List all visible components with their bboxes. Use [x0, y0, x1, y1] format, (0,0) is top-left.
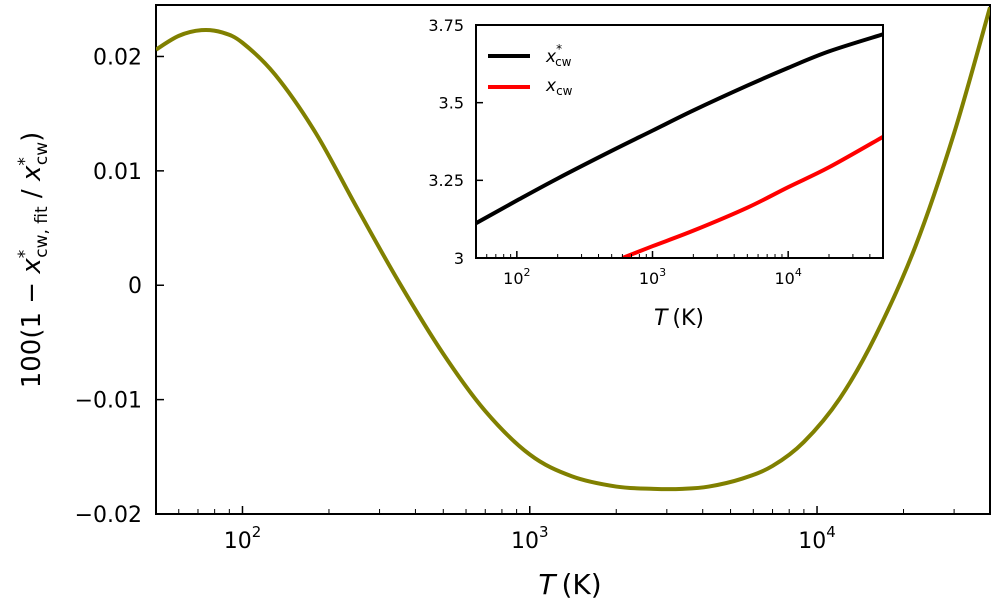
- legend-var-2: x: [545, 76, 557, 96]
- ylabel-sub2: cw: [32, 142, 52, 165]
- inset-x-tick-label-0: 102: [503, 266, 530, 288]
- ylabel-open: (1 −: [17, 274, 47, 339]
- legend-label-xcw-star: x* cw: [545, 42, 572, 69]
- main-x-tick-label-1: 103: [511, 523, 549, 554]
- main-series-line-0: [156, 6, 990, 492]
- ylabel-var1: x: [17, 258, 47, 275]
- main-x-ticks: 102 103 104: [178, 506, 955, 554]
- inset-legend: x* cw xcw: [488, 42, 573, 98]
- main-y-tick-label-2: 0: [128, 274, 142, 299]
- ylabel-prefix: 100: [17, 339, 47, 389]
- main-plot-frame: [155, 4, 991, 515]
- ylabel-mid: /: [17, 181, 47, 206]
- inset-background: [476, 25, 883, 258]
- main-x-axis-var: T: [538, 568, 557, 601]
- inset-x-axis-var: T: [654, 306, 669, 331]
- main-y-tick-label-1: 0.01: [93, 160, 142, 185]
- inset-x-tick-label-1: 103: [639, 266, 666, 288]
- legend-var-1: x: [545, 47, 557, 67]
- main-y-tick-label-4: −0.02: [75, 503, 142, 528]
- legend-label-xcw: xcw: [545, 76, 573, 98]
- legend-sub-2: cw: [556, 84, 573, 98]
- main-y-axis-title: 100(1 − x*cw, fit / x*cw): [15, 132, 52, 389]
- inset-y-tick-label-0: 3.75: [428, 16, 464, 35]
- inset-y-tick-label-2: 3.25: [428, 171, 464, 190]
- inset-series-group: [476, 32, 883, 258]
- main-series-group: [156, 6, 990, 492]
- inset-y-tick-label-1: 3.5: [439, 93, 464, 112]
- inset-y-ticks: 3.75 3.5 3.25 3: [428, 16, 483, 268]
- main-y-tick-label-0: 0.02: [93, 45, 142, 70]
- inset-x-axis-title: T (K): [654, 306, 704, 331]
- inset-x-tick-label-2: 104: [774, 266, 801, 288]
- legend-sub-1: cw: [555, 55, 572, 69]
- legend-sup-1: *: [556, 42, 562, 56]
- inset-series-line-1: [621, 135, 883, 258]
- inset-series-line-0: [476, 32, 883, 225]
- ylabel-sup2: *: [15, 157, 35, 166]
- main-y-tick-label-3: −0.01: [75, 389, 142, 414]
- ylabel-sub1: cw, fit: [32, 206, 52, 258]
- inset-y-tick-label-3: 3: [454, 249, 464, 268]
- inset-x-ticks: 102 103 104: [486, 251, 871, 288]
- inset-plot-frame: [475, 24, 884, 259]
- main-x-axis-unit: (K): [561, 568, 601, 601]
- main-x-axis-title: T (K): [538, 568, 601, 601]
- ylabel-var2: x: [17, 165, 47, 182]
- main-y-ticks: 0.02 0.01 0 −0.01 −0.02: [75, 45, 164, 528]
- ylabel-close: ): [17, 132, 47, 142]
- main-x-tick-label-2: 104: [798, 523, 836, 554]
- inset-x-axis-unit: (K): [672, 306, 704, 331]
- main-x-tick-label-0: 102: [224, 523, 262, 554]
- ylabel-sup1: *: [15, 250, 35, 259]
